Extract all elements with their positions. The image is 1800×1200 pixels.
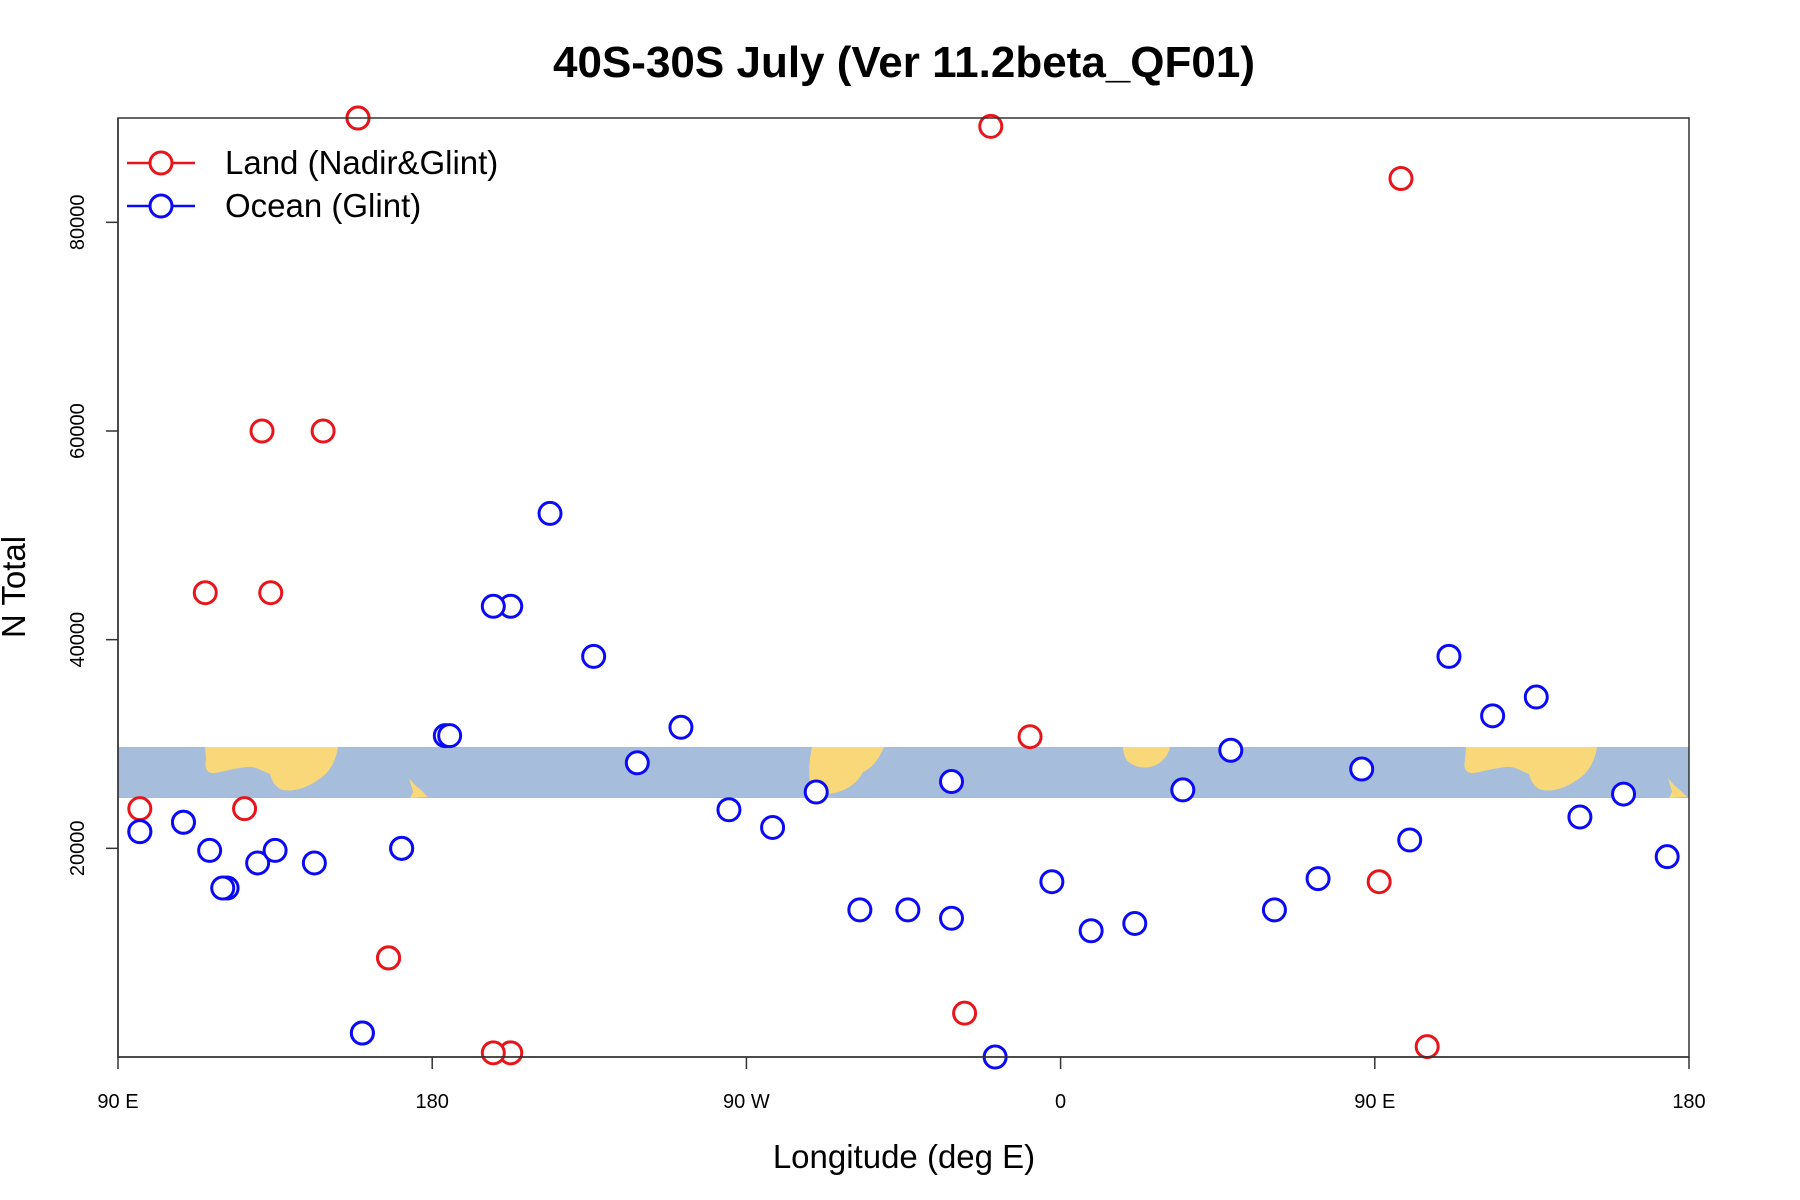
ocean-point: [1218, 737, 1244, 763]
y-tick-label: 20000: [67, 821, 89, 877]
ocean-point: [716, 797, 742, 823]
y-tick-label: 80000: [67, 195, 89, 251]
ocean-point: [1654, 844, 1680, 870]
new-zealand-land-repeat: [1668, 778, 1687, 798]
x-tick-label: 0: [1055, 1091, 1066, 1113]
ocean-point: [1611, 781, 1637, 807]
ocean-point: [245, 850, 271, 876]
ocean-point: [1261, 897, 1287, 923]
ocean-point: [127, 819, 153, 845]
new-zealand-land: [409, 778, 428, 798]
ocean-point: [1305, 866, 1331, 892]
plot-area: [117, 105, 1690, 1070]
ocean-point: [895, 897, 921, 923]
ocean-point: [1078, 918, 1104, 944]
ocean-point: [1567, 804, 1593, 830]
land-shapes: [205, 747, 1687, 798]
ocean-point: [581, 643, 607, 669]
land-point: [978, 113, 1004, 139]
ocean-point: [437, 723, 463, 749]
y-axis-title: N Total: [0, 536, 32, 638]
land-point: [249, 418, 275, 444]
y-tick-label: 60000: [67, 403, 89, 459]
land-point: [480, 1040, 506, 1066]
africa-south-land: [1123, 747, 1170, 768]
ocean-series: [127, 500, 1680, 1070]
land-point: [1414, 1034, 1440, 1060]
x-tick-label: 180: [1672, 1091, 1705, 1113]
ocean-point: [262, 837, 288, 863]
land-point: [1366, 869, 1392, 895]
ocean-point: [1436, 643, 1462, 669]
australia-south-land-repeat: [1464, 747, 1597, 791]
legend-label-land: Land (Nadir&Glint): [225, 144, 498, 181]
australia-south-land: [205, 747, 338, 791]
ocean-point: [197, 837, 223, 863]
land-point: [310, 418, 336, 444]
y-axis: 20000 40000 60000 80000 N Total: [0, 118, 119, 1057]
land-series: [127, 105, 1440, 1066]
legend-marker-ocean: [148, 193, 174, 219]
ocean-point: [624, 750, 650, 776]
x-axis-title: Longitude (deg E): [773, 1138, 1035, 1175]
ocean-point: [847, 897, 873, 923]
legend: Land (Nadir&Glint) Ocean (Glint): [127, 144, 498, 224]
land-point: [1388, 166, 1414, 192]
land-point: [127, 796, 153, 822]
ocean-point: [389, 835, 415, 861]
land-point: [1017, 724, 1043, 750]
ocean-point: [1523, 684, 1549, 710]
ocean-point: [939, 769, 965, 795]
x-tick-label: 90 E: [1354, 1091, 1395, 1113]
land-point: [258, 580, 284, 606]
ocean-point: [1349, 756, 1375, 782]
ocean-point: [760, 814, 786, 840]
ocean-point: [1170, 777, 1196, 803]
ocean-point: [1122, 910, 1148, 936]
ocean-point: [1480, 703, 1506, 729]
chart-title: 40S-30S July (Ver 11.2beta_QF01): [553, 38, 1255, 87]
legend-item-land: Land (Nadir&Glint): [127, 144, 498, 181]
ocean-point: [210, 875, 236, 901]
x-tick-label: 180: [416, 1091, 449, 1113]
ocean-point: [301, 850, 327, 876]
ocean-point: [1039, 869, 1065, 895]
ocean-point: [480, 593, 506, 619]
y-tick-label: 40000: [67, 612, 89, 668]
ocean-point: [537, 500, 563, 526]
land-point: [232, 796, 258, 822]
legend-marker-land: [148, 150, 174, 176]
ocean-point: [170, 809, 196, 835]
ocean-point: [349, 1020, 375, 1046]
ocean-point: [1397, 827, 1423, 853]
latitude-band: [118, 747, 1689, 798]
legend-label-ocean: Ocean (Glint): [225, 187, 421, 224]
ocean-point: [803, 779, 829, 805]
land-point: [952, 1000, 978, 1026]
land-point: [192, 580, 218, 606]
x-tick-label: 90 E: [97, 1091, 138, 1113]
x-tick-label: 90 W: [723, 1091, 770, 1113]
legend-item-ocean: Ocean (Glint): [127, 187, 421, 224]
land-point: [376, 945, 402, 971]
ocean-point: [939, 905, 965, 931]
ocean-point: [668, 714, 694, 740]
x-axis: 90 E 180 90 W 0 90 E 180 Longitude (deg E): [97, 1056, 1706, 1175]
south-america-land: [809, 747, 884, 794]
